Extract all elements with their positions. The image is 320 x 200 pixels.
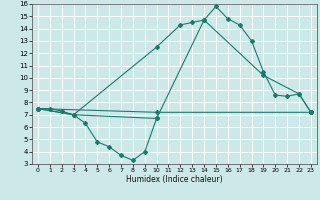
X-axis label: Humidex (Indice chaleur): Humidex (Indice chaleur): [126, 175, 223, 184]
